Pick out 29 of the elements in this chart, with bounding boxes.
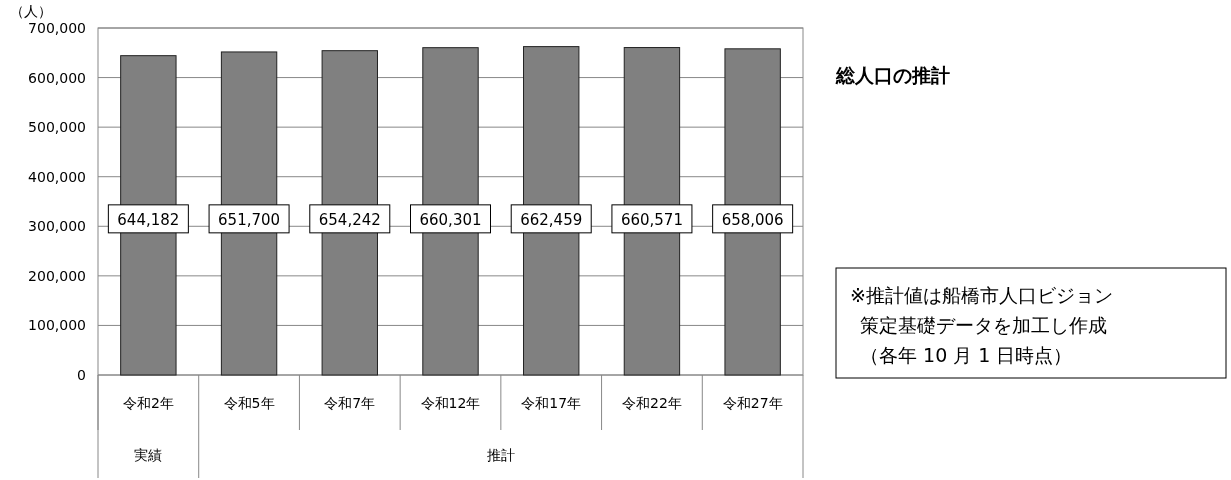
x-tick-label: 令和22年 — [622, 395, 682, 411]
y-tick-label: 200,000 — [28, 267, 86, 284]
data-label: 662,459 — [520, 210, 583, 229]
text: ※推計値は船橋市人口ビジョン — [850, 284, 1113, 306]
text: （各年 10 月 1 日時点） — [860, 344, 1073, 366]
x-tick-label: 令和5年 — [223, 395, 275, 411]
x-tick-label: 令和27年 — [722, 395, 783, 411]
y-tick-label: 0 — [77, 367, 86, 383]
data-label: 658,006 — [721, 210, 784, 229]
x-tick-label: 令和12年 — [420, 395, 481, 411]
text: 推計 — [486, 447, 515, 463]
data-label: 654,242 — [318, 210, 381, 229]
data-label: 660,301 — [419, 210, 482, 229]
text: 総人口の推計 — [835, 64, 950, 86]
y-tick-label: 500,000 — [28, 119, 86, 136]
text: 実績 — [134, 447, 163, 463]
data-label: 660,571 — [620, 210, 683, 229]
data-label: 644,182 — [117, 210, 180, 229]
y-tick-label: 700,000 — [28, 20, 86, 36]
y-tick-label: 600,000 — [28, 69, 86, 86]
x-tick-label: 令和17年 — [521, 395, 582, 411]
y-tick-label: 300,000 — [28, 218, 86, 235]
y-tick-label: 400,000 — [28, 168, 86, 185]
data-label: 651,700 — [218, 210, 281, 229]
text: 策定基礎データを加工し作成 — [860, 314, 1107, 336]
y-tick-label: 100,000 — [28, 317, 86, 334]
x-tick-label: 令和7年 — [324, 395, 376, 411]
x-tick-label: 令和2年 — [122, 395, 174, 411]
y-axis-title: （人） — [10, 3, 52, 19]
